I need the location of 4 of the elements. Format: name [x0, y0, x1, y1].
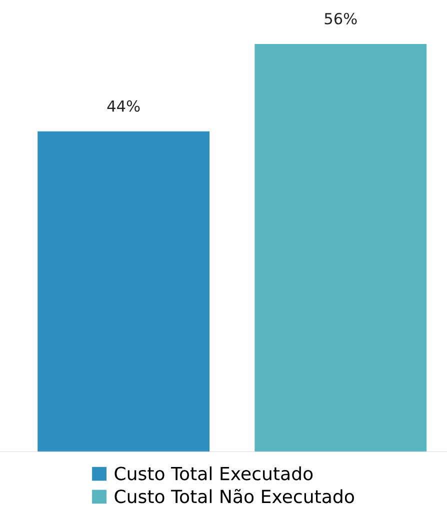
data-label: 44% [107, 100, 140, 112]
legend-label: Custo Total Não Executado [114, 488, 354, 504]
legend-label: Custo Total Executado [114, 466, 313, 480]
data-label: 56% [324, 12, 357, 24]
